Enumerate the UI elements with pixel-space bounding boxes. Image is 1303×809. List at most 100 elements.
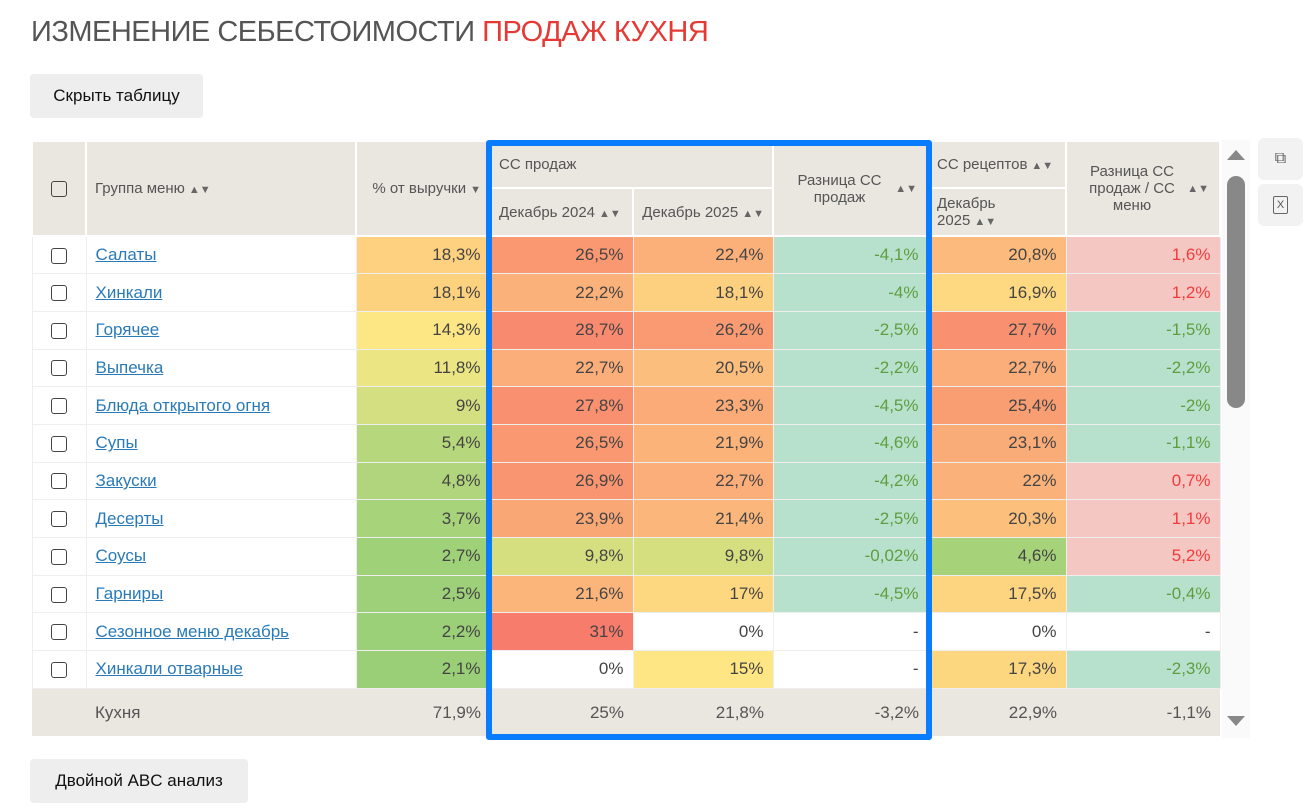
scroll-thumb	[1227, 176, 1245, 408]
sort-icon: ▲▼	[895, 182, 917, 195]
value-cell: 3,7%	[355, 499, 491, 538]
value-cell: 18,1%	[355, 273, 491, 312]
scroll-down-icon	[1227, 716, 1245, 726]
value-cell: 4,8%	[355, 461, 491, 501]
diff-cell: -4,1%	[772, 235, 929, 275]
table-row: Хинкали отварные 2,1% 0% 15% -17,3% -2,3%	[31, 650, 1221, 689]
row-checkbox[interactable]	[31, 461, 87, 501]
table-row: Гарниры 2,5% 21,6% 17% -4,5% 17,5% -0,4%	[31, 574, 1221, 614]
group-link[interactable]: Десерты	[95, 508, 164, 528]
group-link[interactable]: Закуски	[95, 470, 157, 490]
table-row: Десерты 3,7% 23,9% 21,4% -2,5% 20,3% 1,1%	[31, 499, 1221, 538]
value-cell: 17%	[632, 574, 774, 614]
row-checkbox[interactable]	[31, 574, 87, 614]
diff-cell: -4,2%	[772, 461, 929, 501]
scrollbar[interactable]	[1222, 140, 1250, 738]
table-row: Закуски 4,8% 26,9% 22,7% -4,2% 22% 0,7%	[31, 461, 1221, 501]
value-cell: 26,9%	[489, 461, 634, 501]
value-cell: 20,8%	[927, 235, 1067, 275]
value-cell: 11,8%	[355, 348, 491, 388]
row-checkbox[interactable]	[31, 386, 87, 425]
table-row: Хинкали 18,1% 22,2% 18,1% -4% 16,9% 1,2%	[31, 273, 1221, 312]
group-link[interactable]: Соусы	[95, 546, 147, 566]
row-checkbox[interactable]	[31, 348, 87, 388]
group-link[interactable]: Сезонное меню декабрь	[95, 621, 290, 641]
col-pct[interactable]: % от выручки ▼	[355, 140, 491, 237]
value-cell: 28,7%	[489, 310, 634, 350]
value-cell: 17,5%	[927, 574, 1067, 614]
sort-icon: ▲▼	[974, 216, 997, 228]
row-checkbox[interactable]	[31, 499, 87, 538]
value-cell: 21,6%	[489, 574, 634, 614]
row-checkbox[interactable]	[31, 537, 87, 576]
col-diff[interactable]: Разница СС продаж ▲▼	[772, 140, 929, 237]
row-checkbox[interactable]	[31, 612, 87, 652]
value-cell: 22,4%	[632, 235, 774, 275]
footer-total-row: Кухня 71,9% 25% 21,8% -3,2% 22,9% -1,1%	[32, 688, 1220, 737]
value-cell: 2,2%	[355, 612, 491, 652]
table-row: Соусы 2,7% 9,8% 9,8% -0,02% 4,6% 5,2%	[31, 537, 1221, 576]
value-cell: 0%	[632, 612, 774, 652]
value-cell: 26,5%	[489, 423, 634, 463]
value-cell: 15%	[632, 650, 774, 689]
total-value: 22,9%	[928, 688, 1066, 737]
col-group[interactable]: Группа меню ▲▼	[85, 140, 357, 237]
col-dec2024[interactable]: Декабрь 2024 ▲▼	[489, 187, 634, 237]
group-link[interactable]: Горячее	[95, 320, 160, 340]
value-cell: 22,7%	[927, 348, 1067, 388]
total-value: 25%	[490, 688, 633, 737]
value-cell: 18,1%	[632, 273, 774, 312]
scroll-up-icon	[1227, 150, 1245, 160]
group-link[interactable]: Гарниры	[95, 584, 164, 604]
group-link[interactable]: Хинкали отварные	[95, 659, 243, 679]
row-checkbox[interactable]	[31, 310, 87, 350]
row-checkbox[interactable]	[31, 235, 87, 275]
table-row: Салаты 18,3% 26,5% 22,4% -4,1% 20,8% 1,6%	[31, 235, 1221, 275]
diff-cell: -0,02%	[772, 537, 929, 576]
value-cell: 23,9%	[489, 499, 634, 538]
col-recipes-dec2025[interactable]: Декабрь 2025 ▲▼	[927, 187, 1067, 237]
table-row: Сезонное меню декабрь 2,2% 31% 0% -0% -	[31, 612, 1221, 652]
diff-cell: -1,1%	[1065, 423, 1221, 463]
copy-icon: ⧉	[1274, 150, 1287, 167]
col-diff-menu[interactable]: Разница СС продаж / СС меню ▲▼	[1065, 140, 1221, 237]
value-cell: 4,6%	[927, 537, 1067, 576]
excel-export-button[interactable]: X	[1258, 184, 1303, 226]
col-dec2025[interactable]: Декабрь 2025 ▲▼	[632, 187, 774, 237]
group-link[interactable]: Хинкали	[95, 282, 163, 302]
select-all-checkbox[interactable]	[31, 140, 87, 237]
copy-button[interactable]: ⧉	[1258, 138, 1303, 180]
hide-table-button[interactable]: Скрыть таблицу	[30, 74, 203, 118]
diff-cell: -1,5%	[1065, 310, 1221, 350]
diff-cell: 1,6%	[1065, 235, 1221, 275]
group-link[interactable]: Салаты	[95, 245, 157, 265]
excel-icon: X	[1272, 196, 1289, 214]
value-cell: 5,4%	[355, 423, 491, 463]
group-link[interactable]: Супы	[95, 433, 138, 453]
row-checkbox[interactable]	[31, 650, 87, 689]
col-cc-sales: СС продаж	[489, 140, 774, 189]
diff-cell: 1,1%	[1065, 499, 1221, 538]
col-cc-recipes[interactable]: СС рецептов ▲▼	[927, 140, 1067, 189]
total-value: -3,2%	[773, 688, 928, 737]
group-link[interactable]: Блюда открытого огня	[95, 395, 271, 415]
value-cell: 22%	[927, 461, 1067, 501]
sort-desc-icon: ▼	[470, 184, 481, 196]
diff-cell: -2,2%	[772, 348, 929, 388]
value-cell: 20,3%	[927, 499, 1067, 538]
table-row: Горячее 14,3% 28,7% 26,2% -2,5% 27,7% -1,5%	[31, 310, 1221, 350]
page-title: ИЗМЕНЕНИЕ СЕБЕСТОИМОСТИ ПРОДАЖ КУХНЯ	[31, 16, 709, 48]
diff-cell: -4,6%	[772, 423, 929, 463]
sort-icon: ▲▼	[188, 184, 211, 196]
value-cell: 23,1%	[927, 423, 1067, 463]
abc-analysis-button[interactable]: Двойной ABC анализ	[30, 759, 248, 803]
total-label: Кухня	[86, 688, 356, 737]
total-value: 21,8%	[633, 688, 773, 737]
value-cell: 9,8%	[489, 537, 634, 576]
group-link[interactable]: Выпечка	[95, 357, 164, 377]
table-row: Супы 5,4% 26,5% 21,9% -4,6% 23,1% -1,1%	[31, 423, 1221, 463]
table-row: Выпечка 11,8% 22,7% 20,5% -2,2% 22,7% -2,2%	[31, 348, 1221, 388]
row-checkbox[interactable]	[31, 423, 87, 463]
row-checkbox[interactable]	[31, 273, 87, 312]
sort-icon: ▲▼	[1187, 182, 1209, 195]
